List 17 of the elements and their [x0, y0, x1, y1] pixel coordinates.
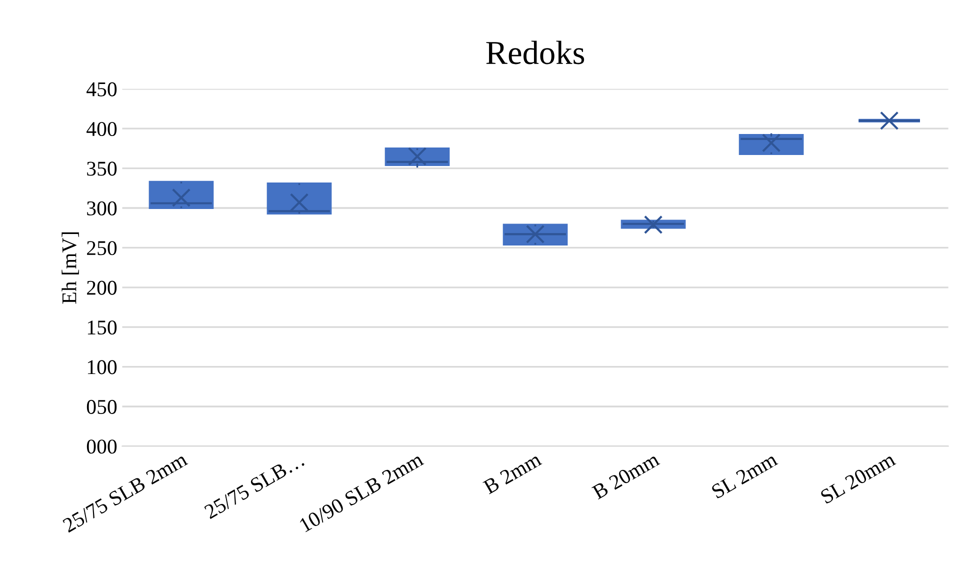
x-tick-label: SL 2mm [710, 452, 778, 499]
y-tick-label: 050 [86, 400, 117, 414]
y-tick-label: 200 [87, 280, 117, 295]
y-tick-label: 300 [87, 201, 117, 216]
x-tick-label: B 2mm [482, 452, 542, 494]
y-tick-label: 150 [88, 320, 117, 335]
y-axis-title: Eh [mV] [62, 232, 79, 304]
x-tick-label: 25/75 SLB… [204, 452, 305, 520]
y-tick-label: 100 [88, 360, 117, 374]
y-tick-label: 250 [87, 241, 117, 256]
y-tick-label: 400 [86, 122, 117, 136]
x-tick-label: SL 20mm [820, 452, 896, 504]
y-tick-label: 450 [86, 82, 117, 96]
x-tick-label: B 20mm [591, 452, 660, 500]
chart-title: Redoks [486, 40, 584, 64]
y-tick-label: 000 [86, 440, 117, 454]
y-tick-label: 350 [87, 162, 117, 176]
